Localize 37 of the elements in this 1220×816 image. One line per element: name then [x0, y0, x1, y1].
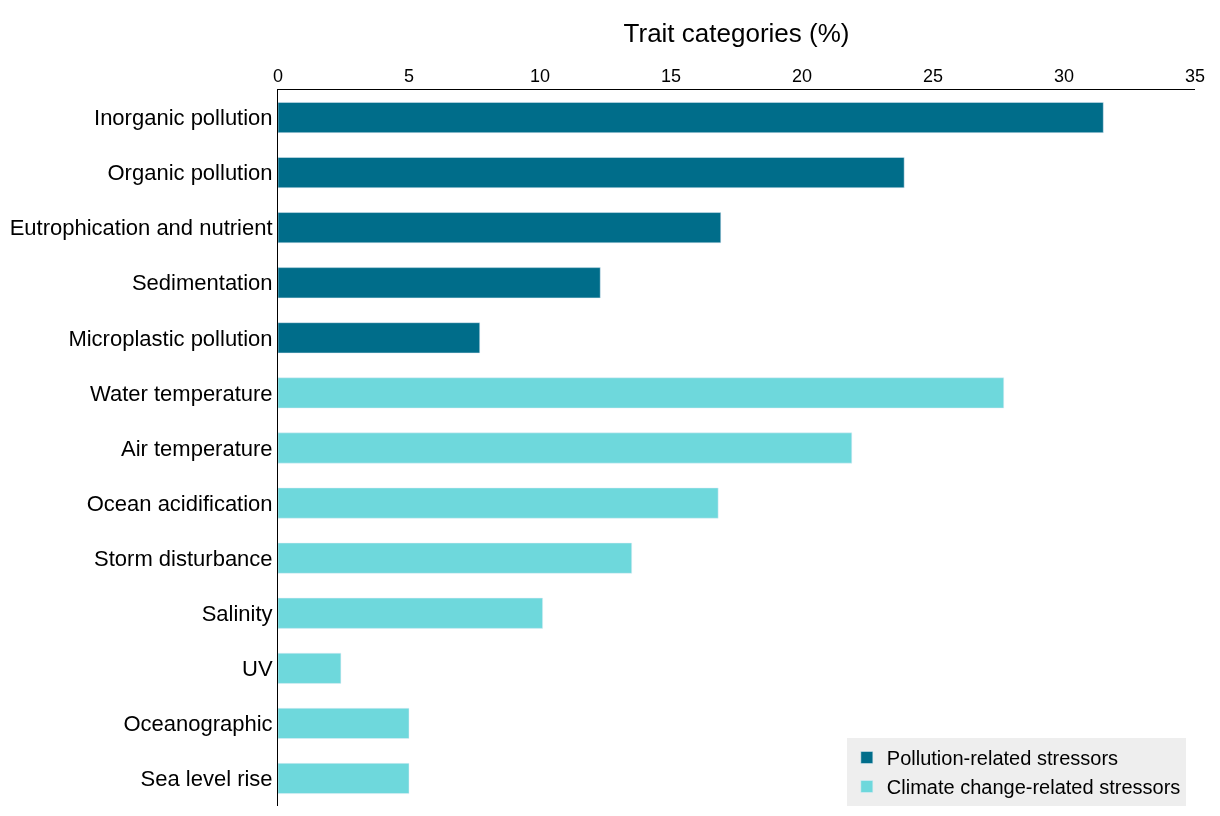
- y-tick-label: Inorganic pollution: [94, 105, 273, 131]
- y-tick-label: Air temperature: [120, 435, 273, 461]
- y-tick-label: Eutrophication and nutrient: [9, 215, 273, 241]
- x-tick-label: 10: [529, 65, 551, 86]
- y-tick-label: Storm disturbance: [94, 545, 273, 571]
- bar: [278, 157, 905, 189]
- x-tick-label: 25: [922, 65, 944, 86]
- bar: [278, 432, 853, 464]
- bar: [278, 542, 632, 574]
- x-tick-label: 5: [403, 65, 415, 86]
- bar: [278, 377, 1004, 409]
- legend-label: Climate change-related stressors: [886, 776, 1181, 799]
- y-tick-label: Ocean acidification: [86, 490, 273, 516]
- bar: [278, 763, 410, 794]
- bar: [278, 652, 342, 684]
- y-tick-label: Sedimentation: [131, 270, 273, 296]
- bar: [278, 212, 722, 244]
- bar: [278, 322, 480, 354]
- y-tick-label: Organic pollution: [107, 160, 273, 186]
- y-tick-label: Microplastic pollution: [68, 325, 273, 351]
- y-tick-label: UV: [242, 656, 273, 682]
- legend-label: Pollution-related stressors: [886, 747, 1119, 770]
- x-tick-label: 20: [791, 65, 813, 86]
- y-tick-label: Sea level rise: [140, 766, 273, 792]
- x-tick-label: 30: [1053, 65, 1075, 86]
- y-tick-label: Water temperature: [90, 380, 273, 406]
- bar: [278, 707, 410, 739]
- y-tick-label: Salinity: [201, 600, 273, 626]
- x-tick-label: 15: [660, 65, 682, 86]
- y-tick-label: Oceanographic: [123, 711, 273, 737]
- bar: [278, 267, 601, 299]
- bar: [278, 102, 1104, 133]
- bar: [278, 487, 719, 519]
- x-axis-title: Trait categories (%): [623, 18, 850, 49]
- bar: [278, 597, 543, 629]
- x-tick-label: 0: [272, 65, 284, 86]
- x-tick-label: 35: [1184, 65, 1206, 86]
